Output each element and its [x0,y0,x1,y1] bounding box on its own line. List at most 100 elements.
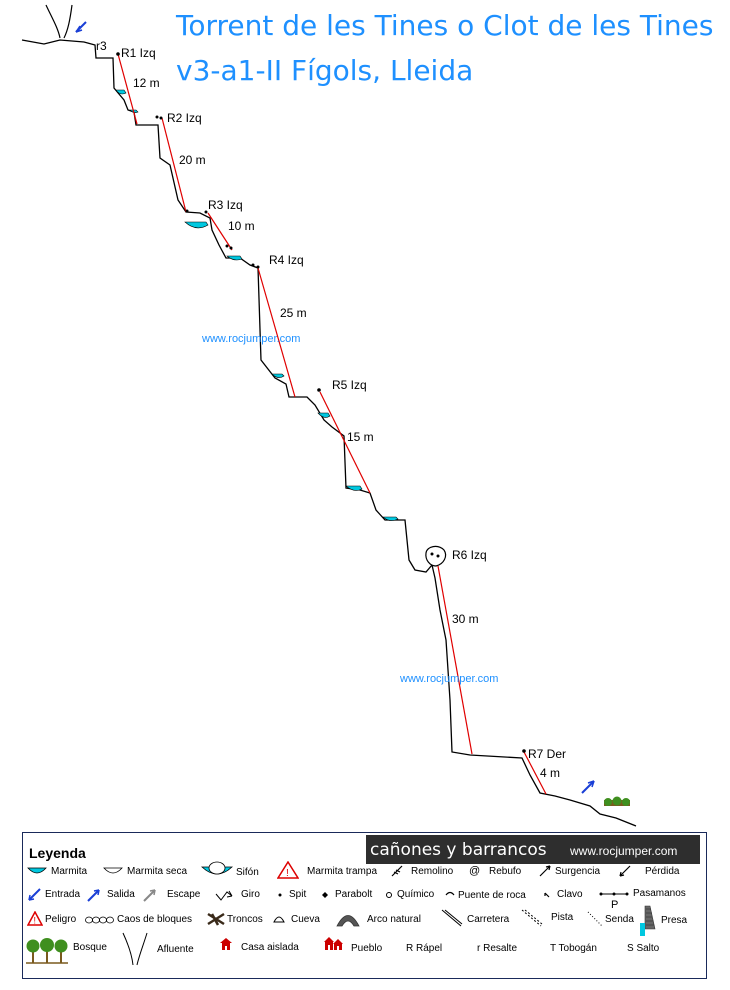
quimico-icon [386,892,392,898]
parabolt-r6a [430,552,434,556]
giro-icon [215,890,233,901]
rappel-length-r5: 15 m [347,430,374,444]
pista-icon [521,909,543,927]
bosque-icon-exit [604,796,630,806]
legend-label-bosque: Bosque [73,942,107,953]
rappel-length-r2: 20 m [179,153,206,167]
legend-label-remolino: Remolino [411,866,454,877]
watermark-text: www.rocjumper.com [400,673,499,685]
bosque-icon [26,938,68,964]
rappel-length-r3: 10 m [228,219,255,233]
anchor-label-r3-small: r3 [96,39,107,53]
senda-icon [587,911,603,927]
sifon-icon [201,861,233,875]
clavo-icon [544,892,550,898]
legend-label-marmita: Marmita [51,866,88,877]
marmita-icon [27,867,47,874]
rock-block-r6 [425,545,447,567]
canyon-profile-diagram [21,4,637,827]
legend-label-surgencia: Surgencia [555,866,601,877]
watermark-text: www.rocjumper.com [202,333,301,345]
rappel-length-r7: 4 m [540,766,561,780]
legend-label-entrada: Entrada [45,889,81,900]
anchor-label-r5: R5 Izq [332,378,367,392]
pasamanos-icon: P [611,899,619,911]
legend-label-sifon: Sifón [236,867,259,878]
legend-label-senda: Senda [605,914,634,925]
salida-arrow-icon [581,780,595,794]
presa-icon [640,905,656,936]
marmita-seca-icon [103,867,123,874]
legend-label-perdida: Pérdida [645,866,680,877]
anchor-label-r4: R4 Izq [269,253,304,267]
legend-label-marmita-trampa: Marmita trampa [307,866,378,877]
legend-label-marmita-seca: Marmita seca [127,866,188,877]
carretera-icon [441,909,463,927]
legend-label-arco-natural: Arco natural [367,914,421,925]
legend-label-rapel: R Rápel [406,943,443,954]
anchor-label-r2: R2 Izq [167,111,202,125]
puente-de-roca-icon [445,891,455,896]
legend-label-afluente: Afluente [157,944,194,955]
legend-label-presa: Presa [661,915,688,926]
rappel-ropes [117,53,547,795]
salida-icon [87,889,100,902]
arco-natural-icon [336,915,360,927]
marmitas [115,89,399,521]
legend-label-parabolt: Parabolt [335,889,373,900]
legend-label-pasamanos: Pasamanos [633,888,686,899]
legend-label-pista: Pista [551,912,574,923]
legend-label-casa-aislada: Casa aislada [241,942,299,953]
rebufo-icon: @ [469,865,481,877]
parabolt-icon [322,892,328,898]
legend-label-spit: Spit [289,889,307,900]
legend-label-salto: S Salto [627,943,660,954]
surgencia-icon [539,865,551,877]
legend-label-salida: Salida [107,889,135,900]
anchor-dots [116,52,526,753]
legend-label-carretera: Carretera [467,914,510,925]
afluente-legend-icon [122,932,148,966]
brand-banner: cañones y barrancos www.rocjumper.com [366,835,700,864]
legend-label-rebufo: Rebufo [489,866,522,877]
legend-label-peligro: Peligro [45,914,77,925]
caos-de-bloques-icon [85,916,114,924]
legend-label-cueva: Cueva [291,914,320,925]
afluente-icon [45,4,73,39]
legend-label-giro: Giro [241,889,260,900]
legend-label-escape: Escape [167,889,201,900]
rappel-length-r1: 12 m [133,76,160,90]
banner-text: cañones y barrancos [370,840,547,860]
page-title: Torrent de les Tines o Clot de les Tines [176,9,714,42]
legend-label-troncos: Troncos [227,914,263,925]
anchor-label-r7: R7 Der [528,747,567,761]
legend-label-quimico: Químico [397,889,435,900]
cueva-icon [273,916,285,923]
rappel-length-r4: 25 m [280,306,307,320]
troncos-icon [207,912,225,926]
entrada-arrow-icon [75,21,87,33]
remolino-icon [391,865,403,877]
banner-url: www.rocjumper.com [570,844,678,858]
legend-label-puente-de-roca: Puente de roca [458,890,526,901]
legend-box: Leyenda cañones y barrancos www.rocjumpe… [22,832,707,979]
perdida-icon [619,865,631,877]
svg-text:!: ! [286,868,289,879]
page-subtitle: v3-a1-II Fígols, Lleida [176,54,474,87]
peligro-icon: ! [27,911,43,926]
pasamanos-line [599,892,629,896]
canyon-floor-line [21,39,637,827]
marmita-trampa-icon: ! [277,861,299,879]
legend-label-caos-de-bloques: Caos de bloques [117,914,193,925]
rappel-length-r6: 30 m [452,612,479,626]
legend-label-clavo: Clavo [557,889,583,900]
casa-aislada-icon [220,938,232,950]
anchor-label-r1: R1 Izq [121,46,156,60]
escape-icon [143,889,156,902]
svg-text:!: ! [34,916,37,926]
legend-label-resalte: r Resalte [477,943,518,954]
legend-label-tobogan: T Tobogán [550,943,597,954]
entrada-icon [28,888,41,901]
parabolt-r6b [436,554,440,558]
pueblo-icon [324,937,343,950]
